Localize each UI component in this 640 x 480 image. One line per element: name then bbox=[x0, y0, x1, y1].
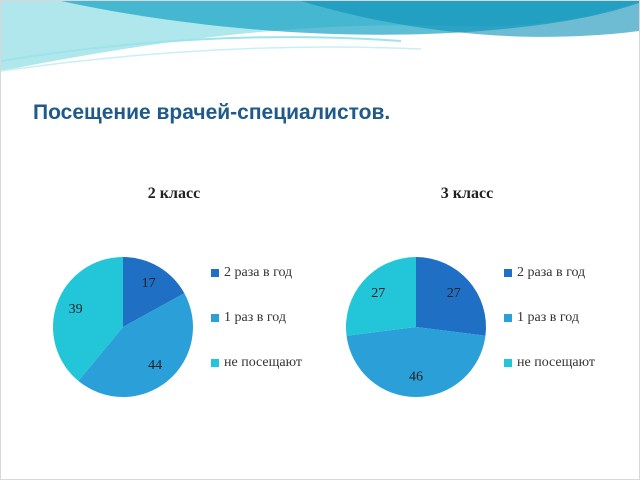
data-label: 27 bbox=[371, 286, 385, 301]
pie-slice bbox=[346, 327, 486, 398]
pie-slice bbox=[53, 257, 123, 381]
data-label: 39 bbox=[69, 302, 83, 317]
pie-slice bbox=[416, 257, 486, 336]
chart-title: 3 класс bbox=[441, 185, 493, 202]
pie-slice bbox=[346, 257, 416, 336]
legend-label: не посещают bbox=[517, 355, 595, 370]
legend-swatch bbox=[211, 359, 219, 367]
slide-title: Посещение врачей-специалистов. bbox=[33, 101, 390, 124]
pie-slice bbox=[78, 293, 193, 397]
legend-swatch bbox=[211, 314, 219, 322]
legend-label: 1 раз в год bbox=[517, 310, 579, 325]
data-label: 44 bbox=[148, 358, 162, 373]
legend-swatch bbox=[504, 314, 512, 322]
legend-label: 1 раз в год bbox=[224, 310, 286, 325]
chart-title: 2 класс bbox=[148, 185, 200, 202]
legend-label: 2 раза в год bbox=[224, 265, 292, 280]
header-decoration bbox=[1, 1, 639, 72]
legend-swatch bbox=[504, 359, 512, 367]
data-label: 46 bbox=[409, 370, 423, 385]
data-label: 17 bbox=[142, 276, 156, 291]
legend-swatch bbox=[504, 269, 512, 277]
legend-swatch bbox=[211, 269, 219, 277]
legend-label: не посещают bbox=[224, 355, 302, 370]
pie-slice bbox=[123, 257, 185, 327]
legend-label: 2 раза в год bbox=[517, 265, 585, 280]
data-label: 27 bbox=[447, 286, 461, 301]
